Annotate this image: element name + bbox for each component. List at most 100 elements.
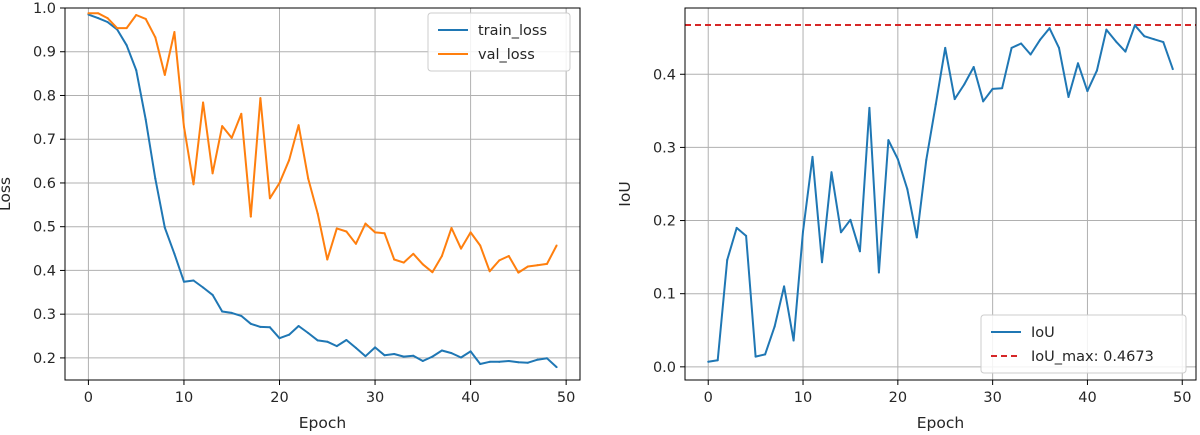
data-point-iou bbox=[849, 218, 852, 221]
data-point-iou bbox=[868, 106, 871, 109]
data-point-val-loss bbox=[211, 172, 214, 175]
legend-label-train-loss: train_loss bbox=[478, 23, 547, 39]
data-point-iou bbox=[726, 259, 729, 262]
data-point-val-loss bbox=[144, 17, 147, 20]
loss-y-tick-label: 0.4 bbox=[33, 263, 56, 279]
data-point-val-loss bbox=[507, 255, 510, 257]
data-point-val-loss bbox=[498, 259, 501, 262]
loss-x-tick-label: 0 bbox=[84, 390, 93, 406]
data-point-val-loss bbox=[536, 264, 539, 267]
data-point-val-loss bbox=[354, 242, 357, 245]
data-point-train-loss bbox=[383, 354, 386, 357]
data-point-iou bbox=[944, 46, 947, 49]
data-point-train-loss bbox=[211, 293, 214, 296]
data-point-train-loss bbox=[507, 359, 510, 362]
data-point-val-loss bbox=[173, 31, 176, 34]
data-point-val-loss bbox=[335, 227, 338, 230]
loss-y-tick-label: 0.9 bbox=[33, 45, 56, 61]
data-point-val-loss bbox=[96, 12, 99, 15]
data-point-train-loss bbox=[144, 118, 147, 121]
data-point-iou bbox=[877, 271, 880, 274]
iou-y-tick-label: 0.1 bbox=[653, 287, 676, 303]
data-point-train-loss bbox=[154, 177, 157, 180]
data-point-train-loss bbox=[163, 226, 166, 229]
iou-legend: IoU IoU_max: 0.4673 bbox=[980, 314, 1187, 374]
data-point-iou bbox=[1105, 28, 1108, 31]
data-point-val-loss bbox=[268, 197, 271, 200]
data-point-val-loss bbox=[345, 230, 348, 233]
iou-x-tick-label: 40 bbox=[1078, 390, 1096, 406]
data-point-val-loss bbox=[297, 124, 300, 127]
data-point-train-loss bbox=[354, 346, 357, 349]
iou-x-tick-label: 50 bbox=[1173, 390, 1191, 406]
data-point-train-loss bbox=[555, 366, 558, 369]
data-point-val-loss bbox=[202, 101, 205, 104]
data-point-val-loss bbox=[526, 265, 529, 268]
data-point-iou bbox=[1133, 24, 1136, 27]
loss-x-tick-label: 40 bbox=[461, 390, 479, 406]
data-point-val-loss bbox=[163, 73, 166, 76]
loss-y-tick-label: 0.8 bbox=[33, 88, 56, 104]
data-point-val-loss bbox=[469, 231, 472, 234]
data-point-iou bbox=[934, 103, 937, 106]
data-point-train-loss bbox=[517, 361, 520, 364]
data-point-val-loss bbox=[307, 177, 310, 180]
iou-y-tick-label: 0.0 bbox=[653, 360, 676, 376]
loss-x-tick-label: 20 bbox=[270, 390, 288, 406]
data-point-train-loss bbox=[526, 361, 529, 364]
loss-x-tick-label: 50 bbox=[557, 390, 575, 406]
data-point-iou bbox=[906, 188, 909, 191]
data-point-val-loss bbox=[555, 244, 558, 247]
iou-x-tick-label: 20 bbox=[889, 390, 907, 406]
data-point-val-loss bbox=[182, 125, 185, 128]
data-point-train-loss bbox=[326, 340, 329, 343]
loss-x-tick-label: 10 bbox=[175, 390, 193, 406]
data-point-val-loss bbox=[393, 258, 396, 261]
data-point-iou bbox=[707, 360, 710, 363]
iou-series-lines bbox=[685, 24, 1196, 363]
data-point-val-loss bbox=[154, 36, 157, 39]
data-point-iou bbox=[1039, 38, 1042, 41]
iou-y-axis-label: IoU bbox=[616, 181, 634, 206]
data-point-iou bbox=[1058, 46, 1061, 49]
data-point-val-loss bbox=[488, 270, 491, 273]
data-point-iou bbox=[1114, 40, 1117, 43]
data-point-train-loss bbox=[202, 286, 205, 289]
data-point-train-loss bbox=[173, 252, 176, 255]
series-line-train-loss bbox=[88, 13, 558, 368]
data-point-train-loss bbox=[402, 355, 405, 358]
data-point-train-loss bbox=[249, 322, 252, 325]
loss-x-axis-label: Epoch bbox=[299, 414, 346, 432]
loss-legend: train_loss val_loss bbox=[427, 12, 571, 72]
data-point-train-loss bbox=[536, 358, 539, 361]
iou-plot-frame bbox=[684, 7, 1197, 381]
data-point-iou bbox=[811, 155, 814, 158]
data-point-train-loss bbox=[335, 345, 338, 348]
data-point-train-loss bbox=[498, 360, 501, 363]
data-point-train-loss bbox=[288, 333, 291, 336]
data-point-iou bbox=[953, 98, 956, 101]
data-point-val-loss bbox=[259, 97, 262, 100]
data-point-iou bbox=[783, 285, 786, 288]
data-point-train-loss bbox=[240, 314, 243, 317]
data-point-iou bbox=[773, 325, 776, 328]
data-point-train-loss bbox=[125, 44, 128, 47]
data-point-val-loss bbox=[316, 212, 319, 215]
data-point-val-loss bbox=[106, 17, 109, 20]
data-point-iou bbox=[820, 261, 823, 264]
iou-x-axis-label: Epoch bbox=[917, 414, 964, 432]
data-point-iou bbox=[1010, 46, 1013, 49]
data-point-train-loss bbox=[259, 325, 262, 328]
iou-y-tick-label: 0.3 bbox=[653, 140, 676, 156]
data-point-val-loss bbox=[240, 112, 243, 115]
data-point-train-loss bbox=[412, 354, 415, 357]
data-point-iou bbox=[1020, 42, 1023, 45]
data-point-train-loss bbox=[440, 349, 443, 352]
data-point-iou bbox=[1067, 95, 1070, 98]
data-point-train-loss bbox=[278, 337, 281, 340]
data-point-train-loss bbox=[431, 355, 434, 358]
legend-label-iou: IoU bbox=[1031, 325, 1055, 341]
iou-y-tick-label: 0.4 bbox=[653, 67, 676, 83]
data-point-iou bbox=[1171, 68, 1174, 71]
data-point-val-loss bbox=[364, 222, 367, 225]
